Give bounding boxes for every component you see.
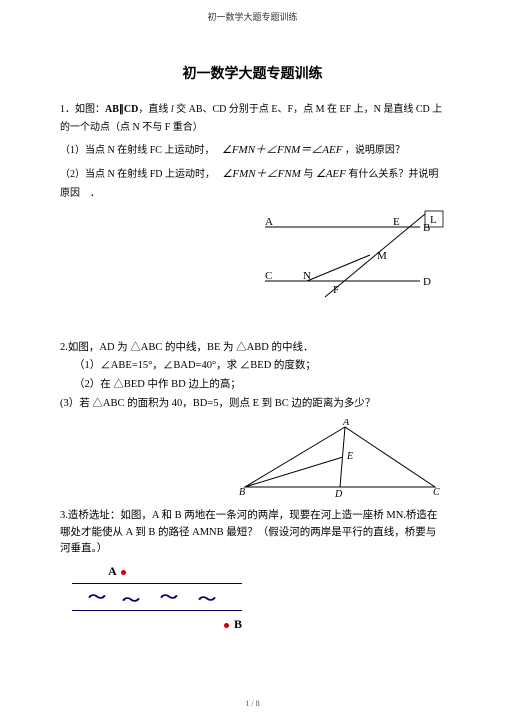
fig2-B: B bbox=[239, 487, 245, 498]
q1-intro: 1．如图：AB∥CD，直线 l 交 AB、CD 分别于点 E、F，点 M 在 E… bbox=[60, 101, 445, 137]
q3-intro: 3.造桥选址：如图，A 和 B 两地在一条河的两岸，现要在河上造一座桥 MN.桥… bbox=[60, 508, 445, 558]
fig3-A-label: A bbox=[108, 564, 117, 578]
wave-icon: 〜 bbox=[88, 587, 106, 607]
fig3-dot-a bbox=[121, 570, 126, 575]
wave-icon: 〜 bbox=[122, 590, 140, 610]
fig2-A: A bbox=[342, 419, 350, 428]
fig1-E: E bbox=[393, 216, 400, 228]
fig3-B-label: B bbox=[234, 617, 242, 631]
q1-part1: （1）当点 N 在射线 FC 上运动时， ∠FMN＋∠FNM＝∠AEF ，说明原… bbox=[60, 141, 445, 161]
page-header: 初一数学大题专题训练 bbox=[60, 10, 445, 23]
figure1-row: A B C D E F M N L bbox=[60, 209, 445, 312]
q1-p2a: （2）当点 N 在射线 FD 上运动时， bbox=[60, 169, 220, 180]
figure2: A B C D E bbox=[235, 419, 445, 499]
q1-p1a: （1）当点 N 在射线 FC 上运动时， bbox=[60, 145, 219, 156]
q1-intro-c: ，直线 bbox=[138, 104, 168, 115]
fig1-D: D bbox=[423, 276, 431, 288]
q2-intro: 2.如图，AD 为 △ABC 的中线，BE 为 △ABD 的中线． bbox=[60, 340, 445, 357]
q1-p2-eq2: ∠AEF bbox=[316, 168, 346, 180]
wave-icon: 〜 bbox=[160, 587, 178, 607]
q1-p2b: 与 bbox=[303, 169, 316, 180]
fig1-C: C bbox=[265, 270, 272, 282]
q1-p1-eq: ∠FMN＋∠FNM＝∠AEF bbox=[222, 144, 342, 156]
fig2-C: C bbox=[433, 487, 440, 498]
fig1-L: L bbox=[430, 214, 437, 226]
fig2-E: E bbox=[346, 451, 353, 462]
q2-part3: (3）若 △ABC 的面积为 40，BD=5，则点 E 到 BC 边的距离为多少… bbox=[60, 396, 445, 413]
main-title: 初一数学大题专题训练 bbox=[60, 63, 445, 83]
fig1-A: A bbox=[265, 216, 273, 228]
wave-icon: 〜 bbox=[198, 589, 216, 609]
q1-intro-a: 1．如图： bbox=[60, 104, 105, 115]
q1-intro-l: l bbox=[168, 104, 176, 115]
page-footer: 1 / 8 bbox=[0, 699, 505, 708]
fig1-M: M bbox=[377, 250, 387, 262]
fig3-dot-b bbox=[224, 623, 229, 628]
river-box: 〜 〜 〜 〜 bbox=[72, 583, 242, 611]
q1-p2-eq: ∠FMN＋∠FNM bbox=[223, 168, 301, 180]
q2-part1: （1）∠ABE=15°，∠BAD=40°，求 ∠BED 的度数； bbox=[60, 358, 445, 375]
figure3: A 〜 〜 〜 〜 B bbox=[72, 564, 445, 632]
figure1: A B C D E F M N L bbox=[255, 209, 445, 309]
fig1-F: F bbox=[333, 284, 339, 296]
q1-part2: （2）当点 N 在射线 FD 上运动时， ∠FMN＋∠FNM 与 ∠AEF 有什… bbox=[60, 165, 445, 203]
fig2-D: D bbox=[334, 489, 343, 499]
q1-p1b: ，说明原因？ bbox=[345, 145, 405, 156]
q2-part2: （2）在 △BED 中作 BD 边上的高； bbox=[60, 377, 445, 394]
q1-intro-b: AB∥CD bbox=[105, 104, 138, 115]
figure2-row: A B C D E bbox=[60, 419, 445, 502]
